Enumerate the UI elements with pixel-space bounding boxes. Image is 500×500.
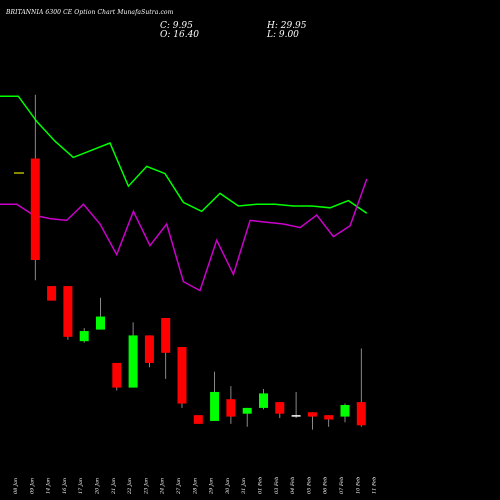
x-tick-label: 07 Feb (339, 477, 345, 494)
candle-body (161, 318, 171, 353)
x-tick-label: 10 Feb (355, 477, 361, 494)
candle-body (210, 391, 220, 421)
candle (161, 318, 171, 379)
x-tick-label: 27 Jan (176, 478, 182, 495)
candle (144, 335, 154, 368)
indicator-lines (0, 95, 368, 292)
candle (63, 286, 73, 340)
x-tick-label: 11 Feb (372, 477, 378, 494)
candle (275, 402, 285, 419)
candle-body (226, 399, 236, 417)
x-tick-label: 23 Jan (143, 478, 149, 495)
candle-body (30, 158, 40, 260)
x-tick-label: 22 Jan (127, 478, 133, 495)
candle (242, 407, 252, 427)
candle-body (356, 402, 366, 426)
x-tick-label: 29 Jan (209, 478, 215, 495)
candle (324, 415, 334, 427)
low-value: L: 9.00 (267, 30, 299, 40)
candle-body (307, 412, 317, 417)
x-tick-label: 20 Jan (95, 478, 101, 495)
x-tick-label: 21 Jan (111, 478, 117, 495)
candle (210, 371, 220, 421)
x-tick-label: 05 Feb (306, 477, 312, 494)
chart-title: BRITANNIA 6300 CE Option Chart MunafaSut… (6, 9, 174, 16)
candle (79, 328, 89, 343)
candle-body (63, 286, 73, 337)
candle-body (96, 316, 105, 330)
open-value: O: 16.40 (160, 30, 200, 40)
x-tick-label: 17 Jan (78, 478, 84, 494)
candles (14, 94, 366, 430)
x-axis: 08 Jan 09 Jan 14 Jan 16 Jan 17 Jan 20 Jan 21 J… (13, 477, 378, 495)
x-tick-label: 06 Feb (323, 477, 329, 494)
x-tick-label: 01 Feb (258, 477, 264, 494)
x-tick-label: 30 Jan (225, 478, 231, 494)
close-value: C: 9.95 (160, 21, 193, 31)
candle-body (177, 347, 187, 404)
candle-body (242, 407, 252, 414)
x-tick-label: 08 Jan (13, 478, 19, 494)
candle (226, 386, 236, 424)
candle-body (128, 335, 138, 388)
magenta-line (0, 178, 368, 292)
candle (356, 348, 366, 427)
candle-body (291, 415, 301, 417)
candle-body (144, 335, 154, 363)
candle-body (324, 415, 334, 420)
candle-body (47, 286, 57, 301)
x-tick-label: 09 Jan (29, 478, 35, 494)
x-tick-label: 03 Feb (274, 477, 280, 494)
x-tick-label: 04 Feb (290, 477, 296, 494)
candle (307, 412, 317, 430)
candle (291, 391, 301, 419)
candle (128, 322, 138, 388)
candle-body (79, 331, 89, 342)
candle-body (259, 393, 268, 408)
candle-body (112, 362, 122, 388)
high-value: H: 29.95 (267, 21, 307, 31)
candle (112, 362, 122, 391)
candle-body (340, 405, 350, 417)
x-tick-label: 14 Jan (46, 478, 52, 494)
x-tick-label: 16 Jan (62, 478, 68, 494)
candle (193, 415, 203, 424)
x-tick-label: 31 Jan (241, 478, 247, 494)
candle-body (193, 415, 203, 424)
candle (340, 403, 350, 423)
green-line (0, 95, 368, 214)
candle (177, 347, 187, 408)
candle (96, 297, 105, 330)
x-tick-label: 24 Jan (160, 478, 166, 495)
x-tick-label: 28 Jan (192, 478, 198, 495)
candle-body (275, 402, 285, 414)
candle (47, 286, 57, 301)
candle (259, 389, 268, 410)
candle (30, 94, 40, 281)
